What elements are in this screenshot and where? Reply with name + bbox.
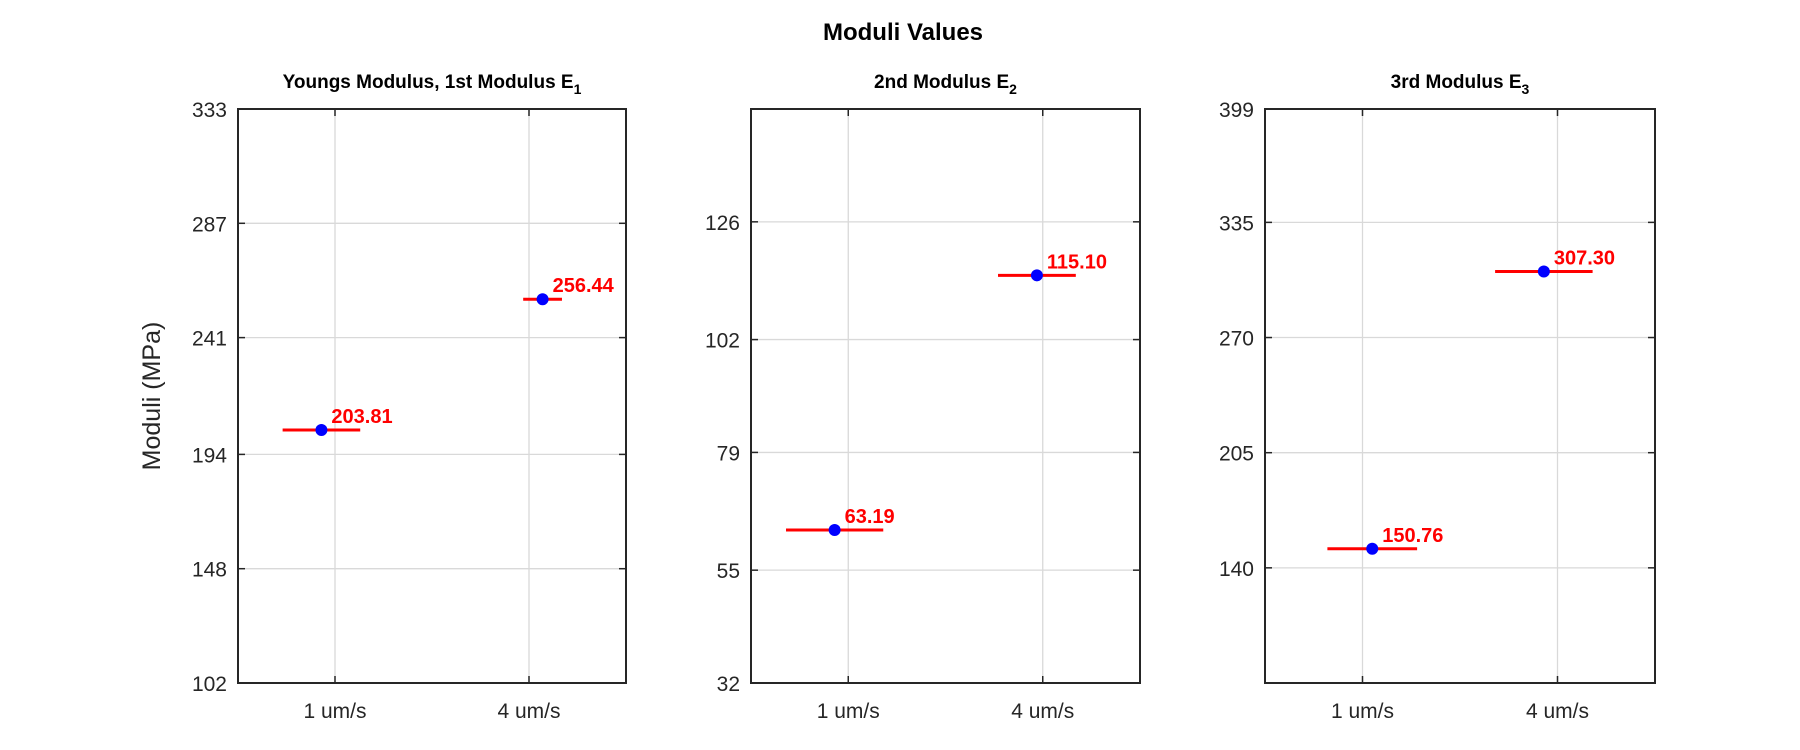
panel-2: 32 55 79 102 126 1 um/s 4 um/s 2nd Modulus E2 63… (705, 72, 1141, 723)
y-tick-label: 287 (192, 213, 227, 236)
y-tick-label: 148 (192, 559, 227, 582)
y-tick-label: 241 (192, 328, 227, 351)
y-tick-label: 335 (1219, 212, 1254, 235)
y-tick-label: 140 (1219, 558, 1254, 581)
axes-box (237, 108, 627, 684)
panel-title: 2nd Modulus E2 (874, 72, 1017, 97)
y-tick-label: 270 (1219, 328, 1254, 351)
x-tick-label: 1 um/s (817, 700, 880, 723)
data-label: 307.30 (1554, 247, 1615, 269)
panel-1: 102 148 194 241 287 333 1 um/s 4 um/s Youngs Mod… (138, 72, 627, 723)
data-point (1537, 265, 1550, 278)
data-point (1030, 269, 1043, 282)
axes-box (1264, 108, 1656, 684)
panel-title: 3rd Modulus E3 (1391, 72, 1530, 97)
data-label: 150.76 (1382, 525, 1443, 547)
y-tick-label: 399 (1219, 99, 1254, 122)
y-tick-label: 333 (192, 99, 227, 122)
figure-title: Moduli Values (823, 19, 983, 46)
x-tick-label: 1 um/s (1331, 700, 1394, 723)
data-point (536, 293, 549, 306)
y-tick-label: 194 (192, 444, 227, 467)
y-tick-label: 205 (1219, 443, 1254, 466)
data-label: 115.10 (1047, 251, 1107, 273)
panel-title: Youngs Modulus, 1st Modulus E1 (283, 72, 582, 97)
x-tick-label: 4 um/s (1011, 700, 1074, 723)
y-tick-label: 55 (717, 560, 740, 583)
panel-3: 140 205 270 335 399 1 um/s 4 um/s 3rd Modulus E… (1219, 72, 1656, 723)
data-point (828, 523, 841, 536)
data-point (1366, 542, 1379, 555)
y-tick-label: 102 (192, 673, 227, 696)
y-tick-label: 102 (705, 330, 740, 353)
data-label: 63.19 (845, 506, 895, 528)
data-point (315, 424, 328, 437)
x-tick-label: 1 um/s (303, 700, 366, 723)
y-tick-label: 32 (717, 673, 740, 696)
data-label: 203.81 (331, 406, 392, 428)
axes-box (750, 108, 1141, 684)
y-tick-label: 126 (705, 212, 740, 235)
y-tick-label: 79 (717, 442, 740, 465)
data-label: 256.44 (553, 275, 615, 297)
x-tick-label: 4 um/s (497, 700, 560, 723)
x-tick-label: 4 um/s (1526, 700, 1589, 723)
y-axis-label: Moduli (MPa) (138, 322, 166, 471)
